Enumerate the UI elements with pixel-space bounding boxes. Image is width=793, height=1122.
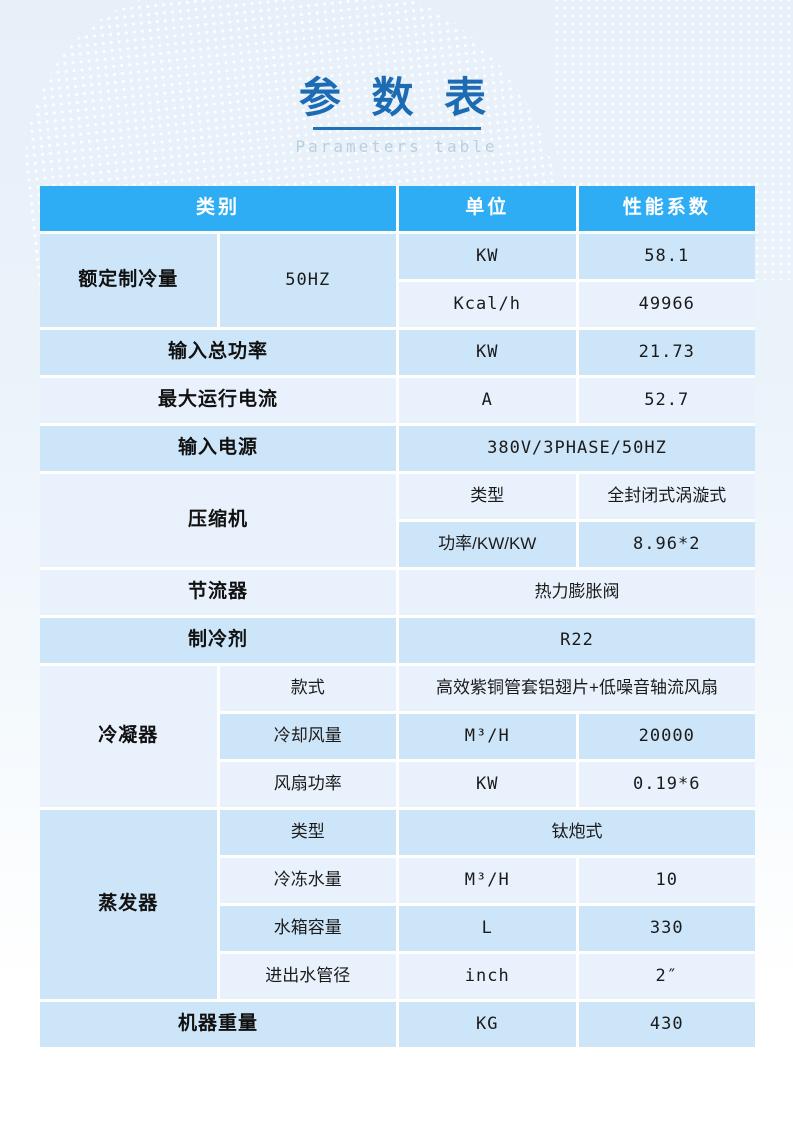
title-underline <box>312 127 481 130</box>
rated-cooling-kw-unit: KW <box>399 234 576 279</box>
evaporator-water-label: 冷冻水量 <box>219 858 396 903</box>
rated-cooling-kcal-unit: Kcal/h <box>399 282 576 327</box>
condenser-fan-unit: KW <box>399 762 576 807</box>
evaporator-tank-unit: L <box>399 906 576 951</box>
evaporator-water-unit: M³/H <box>399 858 576 903</box>
rated-cooling-label: 额定制冷量 <box>40 234 217 327</box>
page-subtitle: Parameters table <box>295 137 498 156</box>
condenser-label: 冷凝器 <box>40 666 217 807</box>
machine-weight-unit: KG <box>399 1002 576 1047</box>
condenser-airflow-label: 冷却风量 <box>219 714 396 759</box>
header-category: 类别 <box>40 186 396 231</box>
page-title: 参 数 表 <box>298 73 495 122</box>
condenser-style-value: 高效紫铜管套铝翅片+低噪音轴流风扇 <box>399 666 755 711</box>
evaporator-pipe-label: 进出水管径 <box>219 954 396 999</box>
compressor-power-label: 功率/KW/KW <box>399 522 576 567</box>
condenser-airflow-unit: M³/H <box>399 714 576 759</box>
throttle-label: 节流器 <box>40 570 396 615</box>
total-input-power-value: 21.73 <box>578 330 755 375</box>
compressor-type-label: 类型 <box>399 474 576 519</box>
condenser-fan-label: 风扇功率 <box>219 762 396 807</box>
refrigerant-value: R22 <box>399 618 755 663</box>
evaporator-pipe-unit: inch <box>399 954 576 999</box>
compressor-label: 压缩机 <box>40 474 396 567</box>
evaporator-water-value: 10 <box>578 858 755 903</box>
evaporator-type-label: 类型 <box>219 810 396 855</box>
rated-cooling-kw-value: 58.1 <box>578 234 755 279</box>
compressor-type-value: 全封闭式涡漩式 <box>578 474 755 519</box>
compressor-power-value: 8.96*2 <box>578 522 755 567</box>
evaporator-label: 蒸发器 <box>40 810 217 999</box>
condenser-fan-value: 0.19*6 <box>578 762 755 807</box>
title-block: 参 数 表 Parameters table <box>0 73 793 157</box>
evaporator-tank-value: 330 <box>578 906 755 951</box>
max-running-current-value: 52.7 <box>578 378 755 423</box>
total-input-power-unit: KW <box>399 330 576 375</box>
rated-cooling-freq: 50HZ <box>219 234 396 327</box>
total-input-power-label: 输入总功率 <box>40 330 396 375</box>
condenser-airflow-value: 20000 <box>578 714 755 759</box>
evaporator-type-value: 钛炮式 <box>399 810 755 855</box>
max-running-current-label: 最大运行电流 <box>40 378 396 423</box>
header-coefficient: 性能系数 <box>578 186 755 231</box>
input-power-supply-value: 380V/3PHASE/50HZ <box>399 426 755 471</box>
max-running-current-unit: A <box>399 378 576 423</box>
header-unit: 单位 <box>399 186 576 231</box>
machine-weight-label: 机器重量 <box>40 1002 396 1047</box>
rated-cooling-kcal-value: 49966 <box>578 282 755 327</box>
input-power-supply-label: 输入电源 <box>40 426 396 471</box>
machine-weight-value: 430 <box>578 1002 755 1047</box>
parameters-table: 类别 单位 性能系数 额定制冷量 50HZ KW 58.1 Kcal/h 499… <box>40 186 755 1047</box>
condenser-style-label: 款式 <box>219 666 396 711</box>
evaporator-pipe-value: 2″ <box>578 954 755 999</box>
throttle-value: 热力膨胀阀 <box>399 570 755 615</box>
refrigerant-label: 制冷剂 <box>40 618 396 663</box>
evaporator-tank-label: 水箱容量 <box>219 906 396 951</box>
